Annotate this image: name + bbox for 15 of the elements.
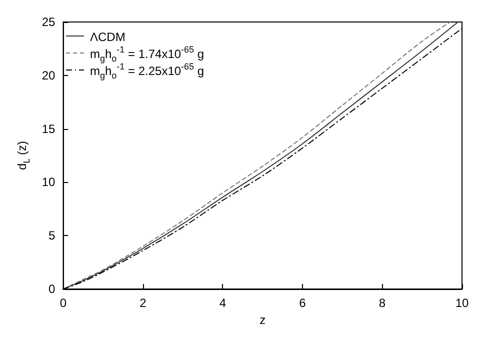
y-tick-label: 20 bbox=[42, 68, 56, 82]
x-tick-label: 8 bbox=[378, 296, 386, 310]
x-tick-label: 0 bbox=[60, 296, 67, 310]
y-tick-label: 5 bbox=[48, 228, 56, 243]
y-tick-label: 15 bbox=[42, 122, 56, 136]
x-tick-label: 4 bbox=[219, 296, 226, 310]
y-axis-title: dL (z) bbox=[15, 140, 32, 170]
y-tick-label: 10 bbox=[42, 175, 56, 190]
x-tick-label: 6 bbox=[299, 296, 306, 310]
y-tick-label: 25 bbox=[42, 15, 56, 29]
legend-label: ΛCDM bbox=[90, 30, 126, 44]
y-tick-label: 0 bbox=[48, 282, 56, 296]
x-tick-label: 10 bbox=[455, 296, 469, 310]
x-axis-title: z bbox=[260, 312, 266, 327]
x-tick-label: 2 bbox=[140, 296, 147, 310]
